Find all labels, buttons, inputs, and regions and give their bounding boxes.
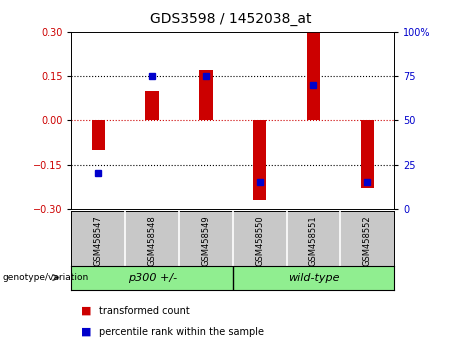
Bar <box>361 120 374 188</box>
Text: percentile rank within the sample: percentile rank within the sample <box>99 327 264 337</box>
Text: GSM458547: GSM458547 <box>94 215 103 266</box>
Text: genotype/variation: genotype/variation <box>2 273 89 282</box>
Text: GSM458549: GSM458549 <box>201 215 210 266</box>
Text: GSM458552: GSM458552 <box>363 215 372 266</box>
Text: ■: ■ <box>81 327 91 337</box>
Text: transformed count: transformed count <box>99 306 190 316</box>
Text: wild-type: wild-type <box>288 273 339 282</box>
Text: p300 +/-: p300 +/- <box>128 273 177 282</box>
Bar <box>253 120 266 200</box>
Text: GDS3598 / 1452038_at: GDS3598 / 1452038_at <box>150 12 311 27</box>
Bar <box>199 70 213 120</box>
Bar <box>307 32 320 120</box>
Bar <box>92 120 105 150</box>
Bar <box>145 91 159 120</box>
Text: GSM458548: GSM458548 <box>148 215 157 266</box>
Text: ■: ■ <box>81 306 91 316</box>
Text: GSM458550: GSM458550 <box>255 215 264 266</box>
Text: GSM458551: GSM458551 <box>309 215 318 266</box>
